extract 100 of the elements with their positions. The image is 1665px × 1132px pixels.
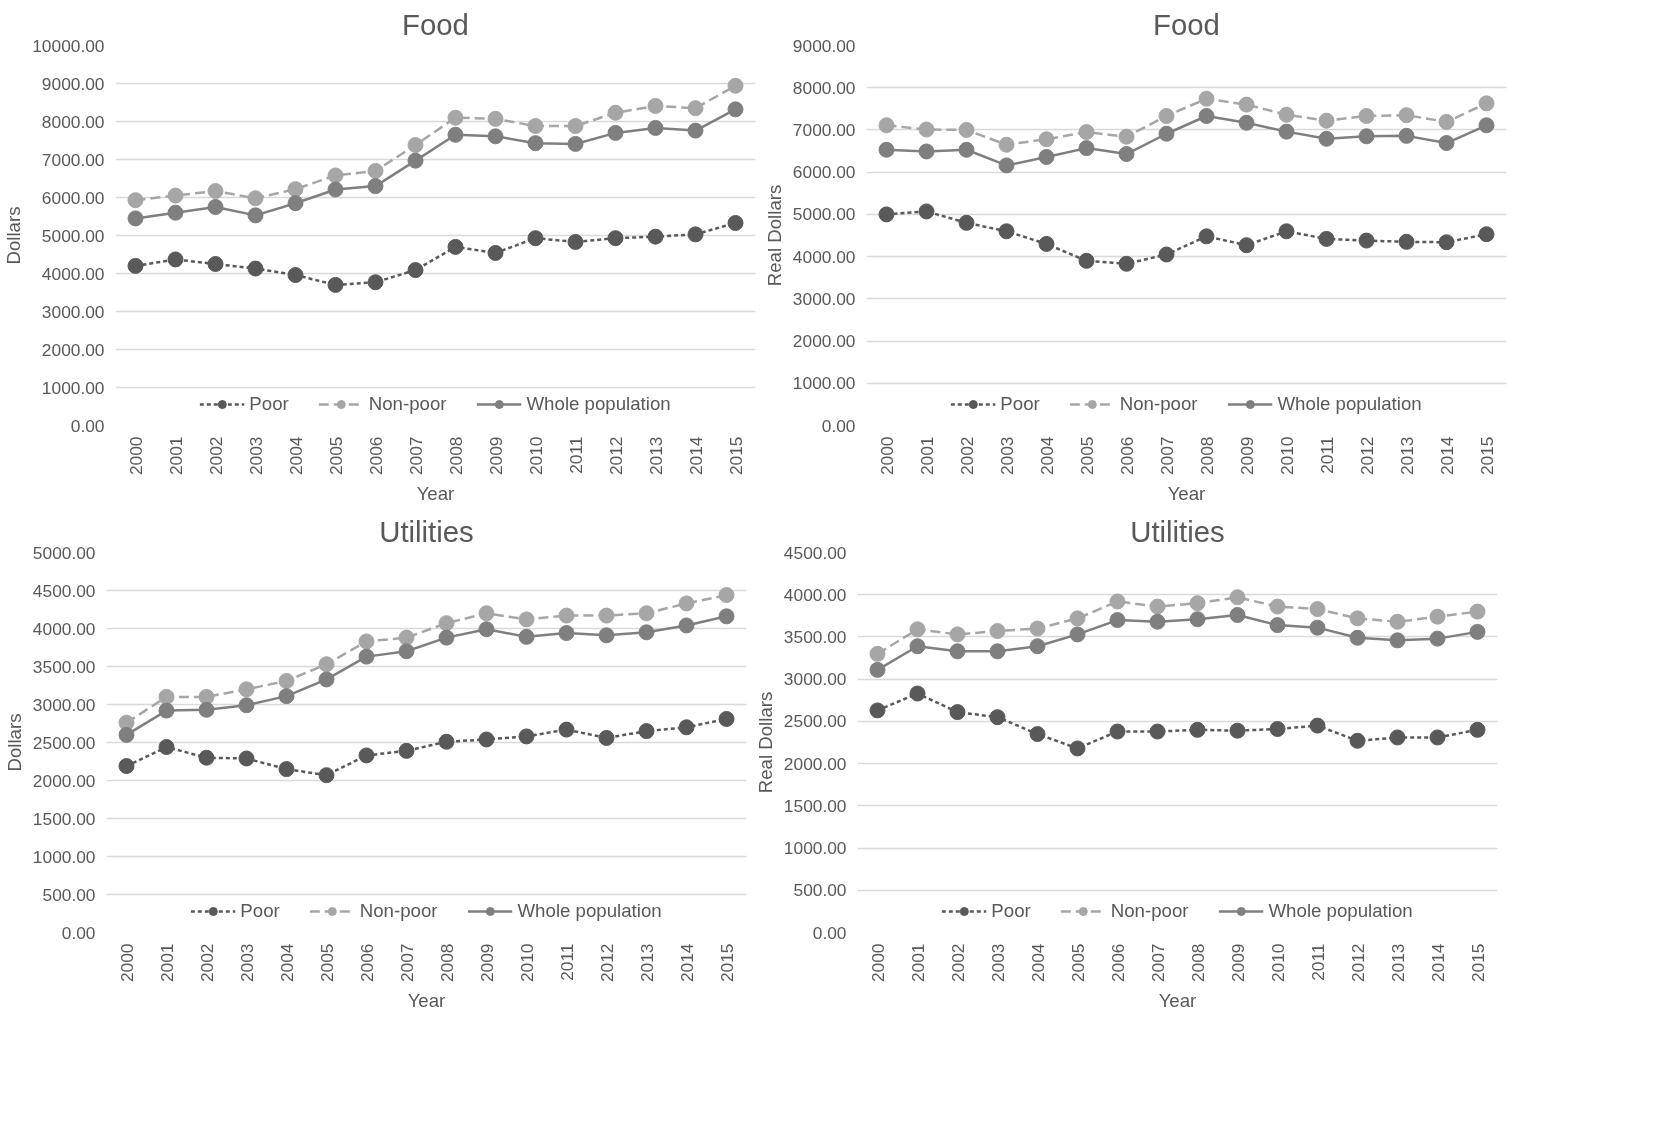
point (327, 276, 344, 293)
point (247, 190, 264, 207)
point (278, 761, 295, 778)
y-tick-label: 1500.00 (783, 795, 847, 816)
x-tick-label: 2007 (396, 943, 417, 983)
y-tick-label: 2000.00 (792, 331, 856, 352)
point (1198, 90, 1215, 107)
y-tick-label: 0.00 (821, 415, 856, 436)
x-tick-label: 2009 (476, 943, 497, 983)
point (287, 267, 304, 284)
point (647, 228, 664, 245)
point (207, 183, 224, 200)
y-tick-label: 1000.00 (32, 846, 96, 867)
point (727, 77, 744, 94)
x-tick-label: 2000 (116, 943, 137, 983)
point (527, 135, 544, 152)
point (1078, 252, 1095, 269)
y-tick-label: 4000.00 (41, 263, 105, 284)
point (1269, 598, 1286, 615)
point (167, 251, 184, 268)
legend-label: Whole population (1268, 900, 1413, 922)
point (487, 128, 504, 145)
y-tick-label: 6000.00 (792, 162, 856, 183)
point (1038, 131, 1055, 148)
x-tick-label: 2003 (987, 943, 1008, 983)
legend-label: Non-poor (368, 393, 447, 415)
y-tick-label: 2000.00 (41, 339, 105, 360)
point (478, 621, 495, 638)
point (598, 729, 615, 746)
point (447, 109, 464, 126)
y-tick-label: 4000.00 (783, 584, 847, 605)
y-tick-label: 3500.00 (32, 656, 96, 677)
y-tick-label: 0.00 (70, 415, 105, 436)
point (318, 656, 335, 673)
point (318, 767, 335, 784)
point (1229, 589, 1246, 606)
point (1349, 610, 1366, 627)
point (447, 238, 464, 255)
x-tick-label: 2013 (1387, 943, 1408, 983)
point (1118, 255, 1135, 272)
y-tick-label: 3000.00 (41, 301, 105, 322)
point (1158, 246, 1175, 263)
y-tick-label: 500.00 (42, 884, 96, 905)
x-tick-label: 2012 (1356, 436, 1377, 476)
point (438, 615, 455, 632)
x-tick-label: 2003 (996, 436, 1017, 476)
point (958, 121, 975, 138)
point (1429, 608, 1446, 625)
point (1469, 603, 1486, 620)
point (358, 633, 375, 650)
point (407, 137, 424, 154)
point (1149, 613, 1166, 630)
point (1109, 612, 1126, 629)
point (1278, 123, 1295, 140)
point (407, 152, 424, 169)
point (878, 141, 895, 158)
point (1229, 722, 1246, 739)
y-tick-label: 2500.00 (783, 711, 847, 732)
y-tick-label: 3500.00 (783, 626, 847, 647)
point (1309, 717, 1326, 734)
x-axis-title: Year (407, 990, 446, 1012)
legend-label: Non-poor (1119, 393, 1198, 415)
x-tick-label: 2001 (156, 943, 177, 983)
point (158, 739, 175, 756)
x-tick-label: 2010 (1267, 943, 1288, 983)
point (278, 672, 295, 689)
point (1158, 125, 1175, 142)
x-tick-label: 2002 (947, 943, 968, 983)
point (1318, 130, 1335, 147)
point (1189, 611, 1206, 628)
y-axis-title: Real Dollars (763, 184, 785, 287)
point (958, 141, 975, 158)
point (287, 195, 304, 212)
chart-title: Food (1153, 7, 1220, 41)
point (727, 214, 744, 231)
y-tick-label: 4000.00 (32, 618, 96, 639)
y-tick-label: 9000.00 (41, 73, 105, 94)
point (167, 204, 184, 221)
point (518, 611, 535, 628)
point (607, 104, 624, 121)
point (1118, 146, 1135, 162)
x-tick-label: 2015 (1476, 436, 1497, 476)
point (1069, 740, 1086, 757)
point (678, 617, 695, 634)
point (1309, 601, 1326, 618)
point (367, 274, 384, 291)
point (198, 701, 215, 718)
point (198, 749, 215, 766)
y-tick-label: 1000.00 (792, 373, 856, 394)
point (207, 199, 224, 215)
point (398, 742, 415, 759)
chart-title: Utilities (1130, 514, 1225, 548)
x-tick-label: 2009 (1236, 436, 1257, 476)
point (1038, 235, 1055, 252)
point (718, 710, 735, 727)
point (1189, 595, 1206, 612)
legend-label: Poor (240, 900, 280, 922)
y-tick-label: 4500.00 (32, 580, 96, 601)
x-tick-label: 2008 (1187, 943, 1208, 983)
point (1358, 108, 1375, 124)
